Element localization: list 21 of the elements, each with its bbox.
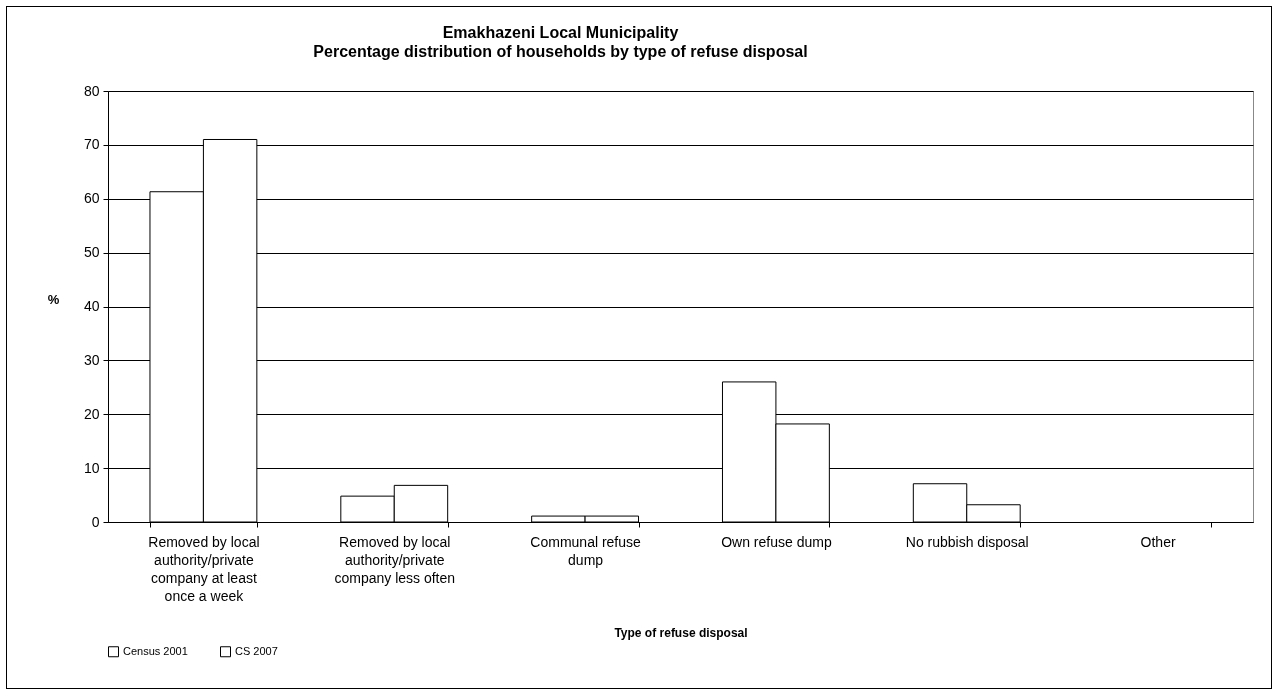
x-tick-label: Own refuse dump (721, 533, 832, 550)
legend-label: Census 2001 (123, 644, 188, 657)
y-tick-label: 70 (83, 136, 100, 153)
y-tick-label: 30 (83, 351, 100, 368)
x-tick-label: Other (1140, 533, 1176, 550)
y-tick-label: 0 (91, 513, 100, 530)
y-tick-label: 50 (83, 244, 100, 261)
chart-title: Emakhazeni Local Municipality (442, 24, 679, 41)
y-tick-label: 60 (83, 190, 100, 207)
y-axis-title: % (47, 291, 60, 307)
y-tick-label: 20 (83, 405, 100, 422)
chart-subtitle: Percentage distribution of households by type of refuse disposal (313, 43, 808, 60)
y-tick-label: 10 (83, 459, 100, 476)
y-tick-label: 80 (83, 82, 100, 99)
x-tick-label: Communal refuse dump (530, 533, 642, 568)
x-tick-label: No rubbish disposal (905, 533, 1029, 550)
y-tick-label: 40 (83, 298, 100, 314)
x-tick-label: Removed by local authority/private company less often (334, 533, 456, 586)
x-axis-title: Type of refuse disposal (614, 625, 748, 640)
legend-label: CS 2007 (235, 644, 278, 657)
x-tick-label: Removed by local authority/private company at least once a week (148, 533, 260, 604)
